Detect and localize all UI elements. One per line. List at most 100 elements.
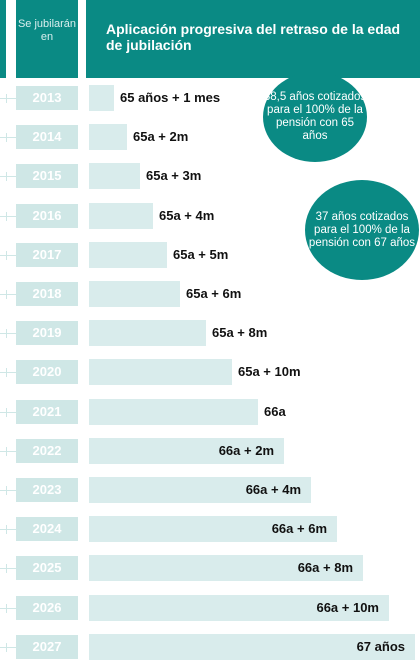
year-label-box: 2015 [16, 164, 78, 188]
year-label-box: 2017 [16, 243, 78, 267]
year-label-box: 2027 [16, 635, 78, 659]
year-label-box: 2013 [16, 86, 78, 110]
year-label-box: 2023 [16, 478, 78, 502]
year-label-box: 2021 [16, 400, 78, 424]
year-label-box: 2016 [16, 204, 78, 228]
year-label: 2027 [32, 639, 62, 654]
year-label: 2024 [32, 521, 62, 536]
data-bar [89, 242, 167, 268]
note-text-65: 38,5 años cotizados para el 100% de la p… [263, 91, 367, 142]
year-label-box: 2018 [16, 282, 78, 306]
year-label-box: 2019 [16, 321, 78, 345]
data-label: 65a + 5m [173, 247, 229, 262]
data-bar [89, 438, 284, 464]
note-text-67: 37 años cotizados para el 100% de la pen… [308, 210, 416, 249]
data-label: 65a + 2m [133, 129, 189, 144]
year-label: 2021 [32, 404, 62, 419]
data-bar [89, 163, 140, 189]
data-bar [89, 634, 415, 660]
year-label: 2018 [32, 286, 62, 301]
chart-title: Aplicación progresiva del retraso de la … [106, 21, 401, 53]
row-tick [6, 212, 7, 221]
row-tick [6, 447, 7, 456]
data-bar [89, 85, 114, 111]
row-tick [6, 94, 7, 103]
year-label-box: 2014 [16, 125, 78, 149]
year-label: 2013 [32, 90, 62, 105]
row-tick [6, 408, 7, 417]
year-label: 2023 [32, 482, 62, 497]
row-tick [6, 643, 7, 652]
row-connector [0, 568, 16, 569]
data-bar [89, 516, 337, 542]
note-bubble-65: 38,5 años cotizados para el 100% de la p… [263, 72, 367, 162]
year-label: 2026 [32, 600, 62, 615]
data-label: 65a + 8m [212, 325, 268, 340]
year-label-box: 2025 [16, 556, 78, 580]
data-bar [89, 399, 258, 425]
row-tick [6, 329, 7, 338]
chart-header: Se jubilarán en Aplicación progresiva de… [0, 0, 420, 78]
row-connector [0, 647, 16, 648]
row-tick [6, 290, 7, 299]
year-label: 2017 [32, 247, 62, 262]
row-connector [0, 372, 16, 373]
row-connector [0, 333, 16, 334]
year-label-box: 2020 [16, 360, 78, 384]
title-banner: Aplicación progresiva del retraso de la … [86, 0, 420, 78]
year-column-label: Se jubilarán en [17, 18, 77, 43]
year-label-box: 2026 [16, 596, 78, 620]
row-connector [0, 137, 16, 138]
row-connector [0, 451, 16, 452]
data-bar [89, 477, 311, 503]
row-tick [6, 525, 7, 534]
data-bar [89, 281, 180, 307]
row-tick [6, 604, 7, 613]
row-tick [6, 564, 7, 573]
data-label: 65a + 10m [238, 364, 301, 379]
note-bubble-67: 37 años cotizados para el 100% de la pen… [305, 180, 419, 280]
year-label: 2014 [32, 129, 62, 144]
row-tick [6, 251, 7, 260]
data-label: 65a + 6m [186, 286, 242, 301]
year-label: 2025 [32, 560, 62, 575]
row-connector [0, 216, 16, 217]
year-label: 2016 [32, 208, 62, 223]
data-bar [89, 555, 363, 581]
year-label: 2020 [32, 364, 62, 379]
row-connector [0, 490, 16, 491]
data-label: 66a + 8m [297, 560, 353, 575]
row-tick [6, 368, 7, 377]
year-label: 2015 [32, 168, 62, 183]
data-label: 66a + 2m [218, 443, 274, 458]
data-bar [89, 359, 232, 385]
row-connector [0, 255, 16, 256]
data-label: 65 años + 1 mes [120, 90, 221, 105]
data-label: 67 años [356, 639, 405, 654]
data-bar [89, 203, 153, 229]
data-label: 66a [264, 404, 286, 419]
data-label: 65a + 4m [159, 208, 215, 223]
year-label: 2019 [32, 325, 62, 340]
data-label: 66a + 6m [271, 521, 327, 536]
data-label: 65a + 3m [146, 168, 202, 183]
row-tick [6, 172, 7, 181]
row-connector [0, 412, 16, 413]
year-column-header: Se jubilarán en [16, 0, 78, 78]
data-label: 66a + 10m [316, 600, 379, 615]
header-edge-bar [0, 0, 6, 78]
data-bar [89, 124, 127, 150]
year-label-box: 2022 [16, 439, 78, 463]
row-connector [0, 529, 16, 530]
row-connector [0, 294, 16, 295]
data-bar [89, 595, 389, 621]
row-tick [6, 133, 7, 142]
year-label-box: 2024 [16, 517, 78, 541]
row-connector [0, 98, 16, 99]
year-label: 2022 [32, 443, 62, 458]
row-tick [6, 486, 7, 495]
row-connector [0, 176, 16, 177]
row-connector [0, 608, 16, 609]
data-bar [89, 320, 206, 346]
data-label: 66a + 4m [245, 482, 301, 497]
